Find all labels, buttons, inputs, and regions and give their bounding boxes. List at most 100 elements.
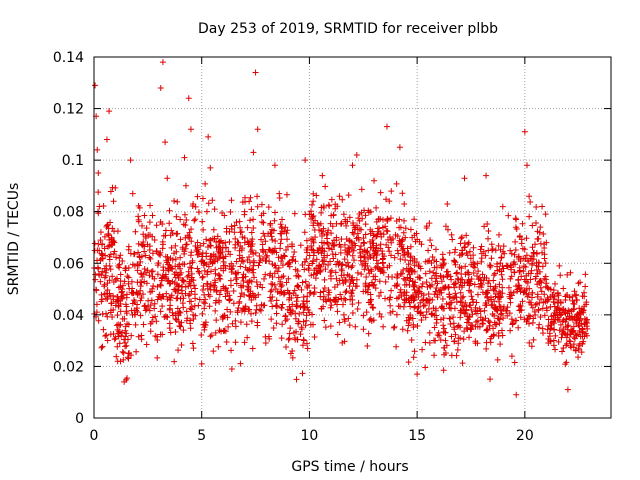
data-point bbox=[98, 298, 105, 305]
data-point bbox=[138, 332, 145, 339]
data-point bbox=[417, 309, 424, 316]
data-point bbox=[137, 279, 144, 286]
data-point bbox=[153, 333, 160, 340]
data-point bbox=[504, 263, 511, 270]
data-point bbox=[233, 258, 240, 265]
data-point bbox=[504, 312, 511, 319]
data-point bbox=[191, 302, 198, 309]
data-point bbox=[448, 276, 455, 283]
data-point bbox=[543, 307, 550, 314]
data-point bbox=[507, 275, 514, 282]
data-point bbox=[377, 189, 384, 196]
data-point bbox=[379, 224, 386, 231]
data-point bbox=[112, 335, 119, 342]
data-point bbox=[464, 241, 471, 248]
data-point bbox=[258, 201, 265, 208]
data-point bbox=[147, 320, 154, 327]
data-point bbox=[407, 314, 414, 321]
data-point bbox=[451, 257, 458, 264]
data-point bbox=[573, 311, 580, 318]
data-point bbox=[446, 294, 453, 301]
data-point bbox=[405, 261, 412, 268]
data-point bbox=[104, 243, 111, 250]
data-point bbox=[270, 227, 277, 234]
data-point bbox=[198, 360, 205, 367]
data-point bbox=[93, 301, 100, 308]
data-point bbox=[440, 367, 447, 374]
data-point bbox=[483, 345, 490, 352]
data-point bbox=[464, 326, 471, 333]
data-point bbox=[172, 242, 179, 249]
data-point bbox=[278, 283, 285, 290]
data-point bbox=[171, 358, 178, 365]
data-point bbox=[123, 303, 130, 310]
data-point bbox=[285, 336, 292, 343]
data-point bbox=[482, 302, 489, 309]
data-point bbox=[128, 289, 135, 296]
data-point bbox=[127, 250, 134, 257]
data-point bbox=[336, 193, 343, 200]
data-point bbox=[470, 298, 477, 305]
data-point bbox=[472, 323, 479, 330]
data-point bbox=[109, 184, 116, 191]
data-point bbox=[415, 284, 422, 291]
data-point bbox=[170, 312, 177, 319]
data-point bbox=[387, 215, 394, 222]
data-point bbox=[428, 242, 435, 249]
data-point bbox=[432, 312, 439, 319]
data-point bbox=[481, 307, 488, 314]
data-point bbox=[213, 297, 220, 304]
data-point bbox=[299, 342, 306, 349]
data-point bbox=[473, 272, 480, 279]
data-point bbox=[461, 175, 468, 182]
data-point bbox=[431, 291, 438, 298]
data-point bbox=[437, 273, 444, 280]
data-point bbox=[115, 284, 122, 291]
data-point bbox=[340, 211, 347, 218]
data-point bbox=[160, 232, 167, 239]
data-point bbox=[299, 370, 306, 377]
data-point bbox=[123, 310, 130, 317]
data-point bbox=[426, 300, 433, 307]
data-point bbox=[532, 311, 539, 318]
x-tick-label: 10 bbox=[301, 428, 319, 444]
data-point bbox=[365, 330, 372, 337]
data-point bbox=[294, 283, 301, 290]
data-point bbox=[154, 296, 161, 303]
data-point bbox=[179, 244, 186, 251]
data-point bbox=[405, 297, 412, 304]
data-point bbox=[199, 195, 206, 202]
data-point bbox=[351, 257, 358, 264]
data-point bbox=[116, 261, 123, 268]
data-point bbox=[383, 123, 390, 130]
data-point bbox=[564, 386, 571, 393]
data-point bbox=[427, 237, 434, 244]
data-point bbox=[231, 229, 238, 236]
data-point bbox=[267, 221, 274, 228]
data-point bbox=[250, 224, 257, 231]
data-point bbox=[577, 333, 584, 340]
data-point bbox=[386, 248, 393, 255]
data-point bbox=[212, 329, 219, 336]
data-point bbox=[529, 222, 536, 229]
data-point bbox=[388, 188, 395, 195]
data-point bbox=[545, 336, 552, 343]
data-point bbox=[450, 314, 457, 321]
data-point bbox=[440, 256, 447, 263]
data-point bbox=[225, 323, 232, 330]
data-point bbox=[388, 239, 395, 246]
y-tick-label: 0 bbox=[75, 411, 84, 427]
data-point bbox=[575, 280, 582, 287]
data-point bbox=[119, 257, 126, 264]
data-point bbox=[428, 311, 435, 318]
data-point bbox=[538, 296, 545, 303]
data-point bbox=[134, 267, 141, 274]
data-point bbox=[286, 303, 293, 310]
data-point bbox=[430, 337, 437, 344]
data-point bbox=[458, 307, 465, 314]
data-point bbox=[303, 237, 310, 244]
data-point bbox=[303, 246, 310, 253]
data-point bbox=[114, 298, 121, 305]
data-point bbox=[497, 260, 504, 267]
data-point bbox=[390, 324, 397, 331]
